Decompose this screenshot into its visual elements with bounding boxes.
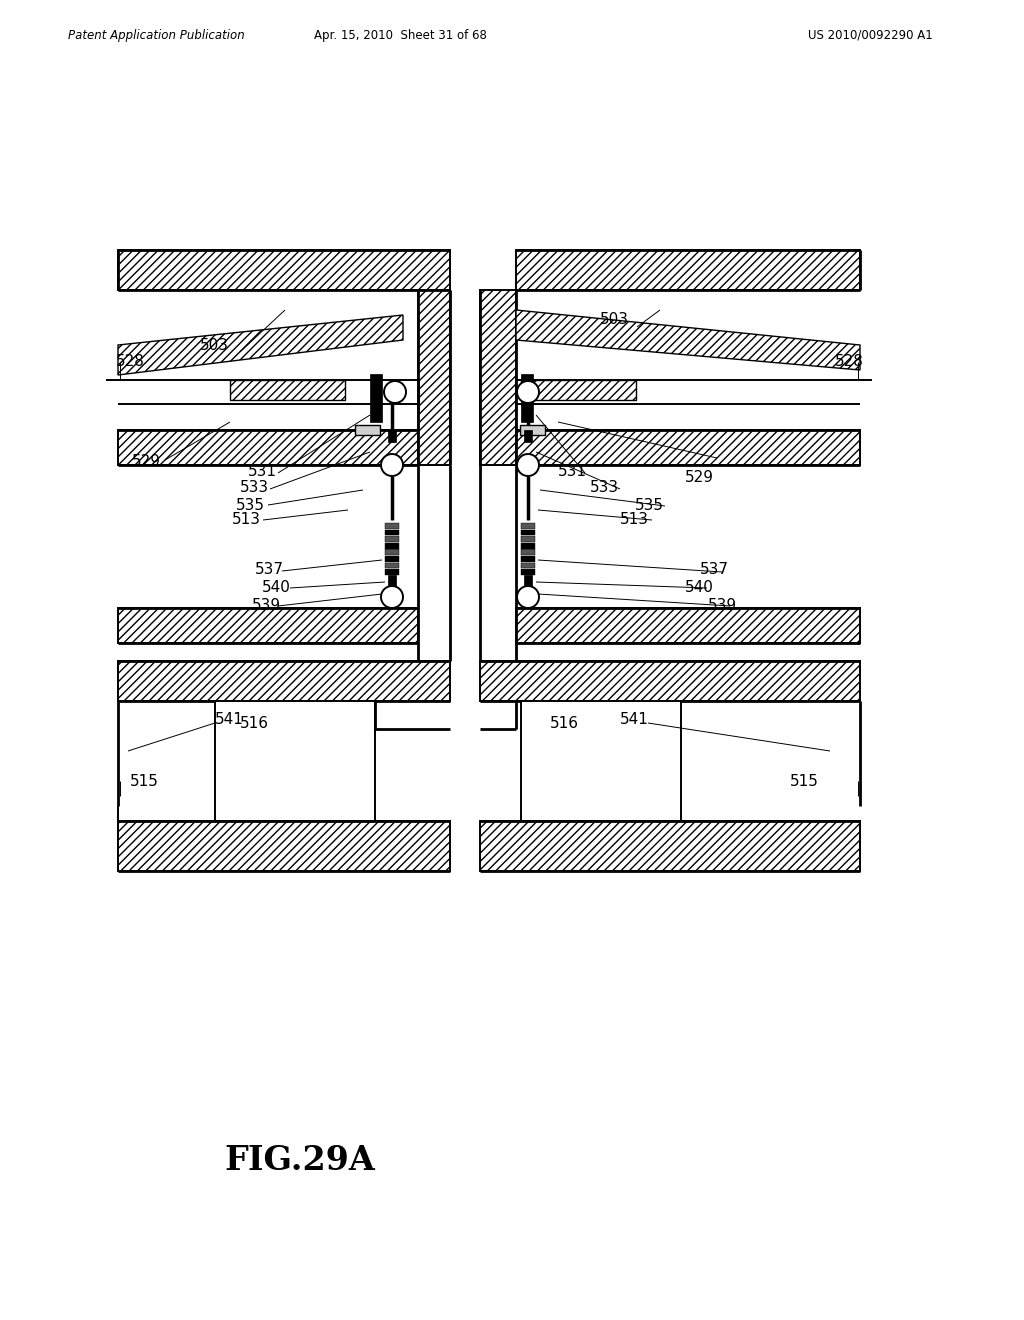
Text: 529: 529 [132, 454, 161, 470]
Bar [521, 523, 535, 528]
Text: FIG.29A: FIG.29A [224, 1143, 376, 1176]
Bar [521, 529, 535, 535]
Text: 516: 516 [550, 715, 579, 730]
Bar [385, 556, 399, 562]
Text: 540: 540 [262, 579, 291, 594]
Bar [118, 249, 450, 290]
Text: 513: 513 [620, 512, 649, 528]
Text: 533: 533 [590, 480, 620, 495]
Bar [521, 562, 535, 569]
Text: 515: 515 [130, 774, 159, 788]
Bar [521, 549, 535, 556]
Bar [385, 536, 399, 543]
Text: 537: 537 [255, 562, 284, 578]
Bar [118, 430, 418, 465]
Text: 513: 513 [232, 512, 261, 528]
Text: 528: 528 [835, 355, 864, 370]
Text: 539: 539 [252, 598, 282, 612]
Bar [230, 380, 345, 400]
Bar [388, 576, 396, 587]
Text: 516: 516 [240, 715, 269, 730]
Bar [521, 556, 535, 562]
Polygon shape [516, 310, 860, 370]
Text: 541: 541 [215, 711, 244, 726]
Text: 540: 540 [685, 579, 714, 594]
Bar [480, 661, 860, 701]
Text: 533: 533 [240, 480, 269, 495]
Bar [370, 374, 382, 422]
Bar [516, 430, 860, 465]
Text: US 2010/0092290 A1: US 2010/0092290 A1 [808, 29, 933, 41]
Bar [118, 821, 450, 871]
Text: 529: 529 [685, 470, 714, 484]
Text: 503: 503 [600, 313, 629, 327]
Bar [385, 569, 399, 576]
Text: 531: 531 [558, 465, 587, 479]
Text: 503: 503 [200, 338, 229, 352]
Bar [385, 523, 399, 528]
Bar [521, 536, 535, 543]
Circle shape [517, 454, 539, 477]
Circle shape [384, 381, 406, 403]
Bar [385, 529, 399, 535]
Bar [521, 380, 636, 400]
Text: 541: 541 [620, 711, 649, 726]
Bar [480, 290, 516, 465]
Circle shape [517, 586, 539, 609]
Text: 528: 528 [116, 355, 144, 370]
Bar [516, 249, 860, 290]
Text: 539: 539 [708, 598, 737, 612]
Circle shape [381, 454, 403, 477]
Circle shape [381, 586, 403, 609]
Bar [524, 430, 532, 442]
Bar [521, 701, 681, 821]
Bar [418, 290, 450, 465]
Bar [118, 661, 450, 701]
Text: 537: 537 [700, 562, 729, 578]
Text: Apr. 15, 2010  Sheet 31 of 68: Apr. 15, 2010 Sheet 31 of 68 [313, 29, 486, 41]
Polygon shape [118, 315, 403, 375]
Bar [385, 543, 399, 549]
Text: 535: 535 [236, 498, 265, 512]
Text: Patent Application Publication: Patent Application Publication [68, 29, 245, 41]
Bar [118, 609, 418, 643]
Bar [521, 374, 534, 422]
Bar [521, 543, 535, 549]
Bar [480, 821, 860, 871]
Bar [521, 569, 535, 576]
Text: 515: 515 [790, 774, 819, 788]
Circle shape [517, 381, 539, 403]
Bar [385, 562, 399, 569]
Text: 535: 535 [635, 498, 664, 512]
Bar [388, 430, 396, 442]
Bar [516, 609, 860, 643]
Text: 531: 531 [248, 465, 278, 479]
Bar [520, 425, 545, 436]
Bar [215, 701, 375, 821]
Bar [524, 576, 532, 587]
Bar [355, 425, 380, 436]
Bar [385, 549, 399, 556]
